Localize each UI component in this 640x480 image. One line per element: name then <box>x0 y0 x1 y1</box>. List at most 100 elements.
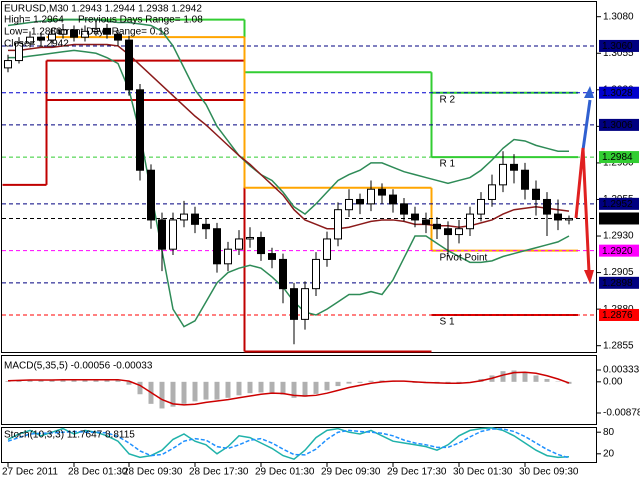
indicator-line <box>7 427 570 461</box>
candle-body <box>191 213 199 225</box>
candle-body <box>125 39 133 91</box>
x-tick-label: 27 Dec 2011 <box>2 467 58 478</box>
blue-arrow <box>581 99 592 151</box>
histogram-bar <box>126 381 132 385</box>
candle-body <box>81 30 89 38</box>
histogram-bar <box>159 381 165 409</box>
candle-body <box>455 228 463 236</box>
candle-body <box>565 217 573 221</box>
histogram-bar <box>258 381 264 393</box>
x-tick-label: 28 Dec 09:30 <box>123 467 183 478</box>
candle-body <box>400 203 408 215</box>
y-tick-label: 1.2855 <box>603 340 634 351</box>
candle-body <box>26 36 34 44</box>
x-tick-label: 28 Dec 17:30 <box>189 467 249 478</box>
histogram-bar <box>93 379 99 382</box>
level-label: S 1 <box>440 317 455 328</box>
candle-body <box>389 194 397 205</box>
candle-body <box>257 236 265 255</box>
candle-body <box>279 258 287 290</box>
candle-body <box>114 33 122 41</box>
histogram-bar <box>291 381 297 398</box>
candle-body <box>37 36 45 41</box>
price-label: 1.2952 <box>602 199 633 210</box>
x-tick-label: 28 Dec 01:30 <box>68 467 128 478</box>
histogram-bar <box>71 379 77 382</box>
histogram-bar <box>313 381 319 394</box>
candle-body <box>92 27 100 32</box>
candle-body <box>158 219 166 250</box>
price-label-box <box>599 308 639 321</box>
price-label-box <box>599 151 639 164</box>
histogram-bar <box>236 381 242 396</box>
macd-frame <box>1 355 597 425</box>
candle-body <box>301 288 309 320</box>
candle-body <box>378 188 386 196</box>
ind-layer <box>5 18 572 461</box>
price-label-box <box>599 276 639 289</box>
y-tick-label: 1.3055 <box>603 48 634 59</box>
info-text: Low= 1.2886 <box>4 27 62 38</box>
price-label: 1.3006 <box>602 120 633 131</box>
y-tick-label: 1.2905 <box>603 267 634 278</box>
y-tick-label: 80 <box>603 427 615 438</box>
levels-layer <box>2 18 597 353</box>
histogram-bar <box>247 381 253 394</box>
info-text: High= 1.2964 <box>4 15 64 26</box>
price-label: 1.3060 <box>602 41 633 52</box>
indicator-line <box>7 18 569 216</box>
candle-body <box>213 228 221 265</box>
candle-body <box>224 248 232 265</box>
histogram-bar <box>137 381 143 395</box>
info-text: Previous Days Range= 1.08 <box>78 15 203 26</box>
candle-body <box>59 29 67 35</box>
candle-body <box>103 27 111 35</box>
histogram-bar <box>5 381 11 382</box>
candle-body <box>367 188 375 205</box>
histogram-bar <box>511 370 517 382</box>
candle-body <box>290 288 298 320</box>
red-arrow <box>574 147 591 273</box>
indicator-line <box>8 49 570 328</box>
info-text: Close= 1.2942 <box>4 39 69 50</box>
candle-body <box>554 213 562 221</box>
y-tick-label: 20 <box>603 448 615 459</box>
histogram-bar <box>280 381 286 395</box>
histogram-bar <box>214 381 220 400</box>
candle-body <box>4 60 12 69</box>
y-tick-label: 0.00333 <box>603 365 640 376</box>
candle-body <box>180 213 188 221</box>
histogram-bar <box>82 379 88 382</box>
red-arrowhead <box>584 270 594 284</box>
candle-body <box>356 198 364 205</box>
histogram-bar <box>335 381 341 387</box>
candle-body <box>433 223 441 230</box>
x-tick-label: 29 Dec 09:30 <box>321 467 381 478</box>
candle-body <box>345 198 353 211</box>
y-tick-label: -0.00878 <box>603 408 640 419</box>
candle-body <box>202 223 210 230</box>
y-tick-label: 0.00 <box>603 376 623 387</box>
price-label-box <box>599 39 639 52</box>
price-label-box <box>599 118 639 131</box>
level-label: R 2 <box>440 94 456 105</box>
candle-body <box>499 163 507 186</box>
price-label: 1.2876 <box>602 310 633 321</box>
chart-title: EURUSD,M30 1.2943 1.2944 1.2938 1.2942 <box>4 4 202 15</box>
indicator-line <box>7 371 570 406</box>
histogram-bar <box>324 381 330 391</box>
candle-body <box>70 29 78 38</box>
x-tick-label: 29 Dec 17:30 <box>387 467 447 478</box>
histogram-bar <box>181 381 187 404</box>
histogram-bar <box>60 379 66 382</box>
y-tick-label: 1.3080 <box>603 11 634 22</box>
histogram-bar <box>203 381 209 400</box>
candles-layer <box>4 22 573 345</box>
candle-body <box>48 33 56 41</box>
price-label-box <box>599 86 639 99</box>
candle-body <box>268 253 276 260</box>
histogram-bar <box>533 375 539 382</box>
